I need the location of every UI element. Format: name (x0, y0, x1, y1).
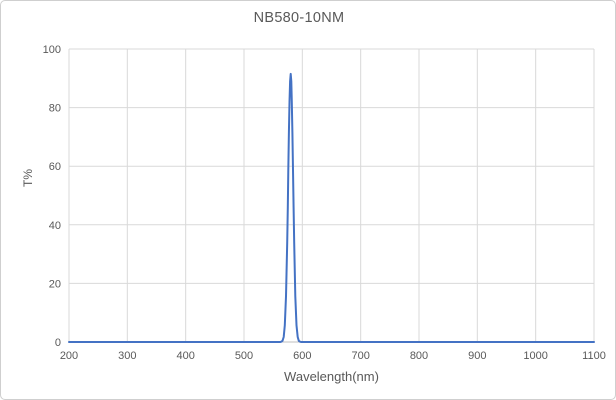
x-tick-label: 1100 (582, 350, 606, 362)
y-tick-label: 20 (49, 278, 61, 290)
x-tick-label: 700 (351, 350, 369, 362)
y-tick-label: 0 (55, 337, 61, 349)
y-tick-label: 100 (43, 44, 61, 56)
y-tick-label: 60 (49, 161, 61, 173)
x-tick-label: 500 (235, 350, 253, 362)
x-tick-label: 300 (118, 350, 136, 362)
x-tick-label: 400 (176, 350, 194, 362)
x-tick-label: 200 (60, 350, 78, 362)
y-tick-label: 80 (49, 103, 61, 115)
chart-title: NB580-10NM (253, 10, 345, 26)
x-axis-title: Wavelength(nm) (284, 369, 379, 384)
series-line (68, 72, 595, 343)
y-tick-label: 40 (49, 220, 61, 232)
x-tick-label: 800 (410, 350, 428, 362)
x-tick-label: 1000 (523, 350, 547, 362)
x-tick-label: 900 (468, 350, 486, 362)
x-tick-label: 600 (293, 350, 311, 362)
